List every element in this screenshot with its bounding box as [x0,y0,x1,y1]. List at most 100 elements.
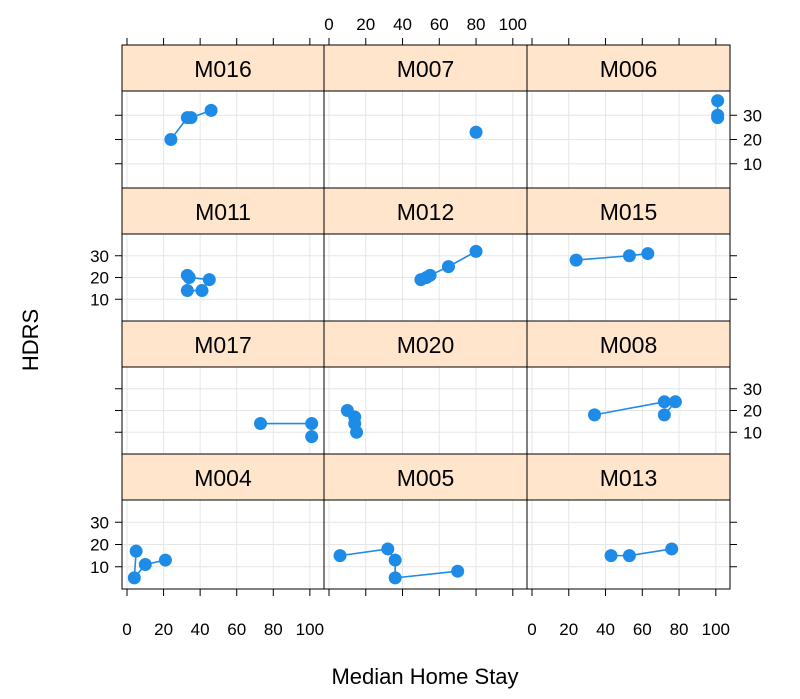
panel-m012: M012 [323,187,528,322]
data-point [182,271,196,284]
y-tick-label-left: 10 [90,558,109,577]
panel-m005: M005 [323,453,528,590]
data-point [350,425,364,439]
data-point [668,395,682,409]
strip-label: M017 [194,332,252,358]
y-tick-label-left: 30 [90,513,109,532]
data-point [158,553,172,567]
y-tick-label-left: 20 [90,536,109,555]
data-point [622,549,636,563]
data-point [253,417,267,431]
panel-m004: M004 [121,453,325,590]
series-line [260,422,313,437]
x-tick-label-bottom: 40 [191,620,210,639]
x-tick-label-bottom: 100 [702,620,730,639]
x-tick-label-top: 40 [393,15,412,34]
data-point [423,268,437,282]
strip-label: M015 [600,199,658,225]
y-tick-label-right: 10 [743,155,762,174]
data-point [195,284,209,298]
x-tick-label-bottom: 80 [670,620,689,639]
strip-label: M016 [194,56,252,82]
data-point [129,544,143,558]
panel-m008: M008 [526,320,731,455]
x-tick-label-top: 60 [430,15,449,34]
x-tick-label-bottom: 100 [296,620,324,639]
x-tick-label-bottom: 0 [122,620,131,639]
data-point [622,249,636,263]
strip-background [122,45,324,91]
x-axis-title: Median Home Stay [331,664,518,689]
y-tick-label-left: 30 [90,247,109,266]
x-tick-label-top: 0 [324,15,333,34]
strip-background [527,454,730,500]
y-tick-label-left: 20 [90,269,109,288]
panel-m015: M015 [526,187,731,322]
data-point [665,542,679,556]
y-tick-label-right: 10 [743,423,762,442]
x-tick-label-top: 100 [499,15,527,34]
y-tick-label-right: 30 [743,380,762,399]
y-tick-label-left: 10 [90,290,109,309]
data-point [587,408,601,422]
x-tick-label-bottom: 60 [633,620,652,639]
strip-label: M011 [195,199,251,225]
y-axis-title: HDRS [18,309,43,371]
y-tick-label-right: 20 [743,131,762,150]
data-point [202,273,216,287]
x-tick-label-bottom: 20 [559,620,578,639]
strip-background [324,45,527,91]
data-point [604,549,618,563]
strip-label: M004 [194,465,252,491]
strip-background [527,188,730,234]
strip-background [324,454,527,500]
strip-background [527,45,730,91]
strip-label: M008 [600,332,658,358]
strip-label: M006 [600,56,658,82]
x-tick-label-bottom: 20 [154,620,173,639]
data-point [305,430,319,444]
strip-background [122,454,324,500]
data-point [469,125,483,139]
data-point [641,247,655,261]
strip-label: M007 [397,56,455,82]
panel-m006: M006 [526,44,731,189]
ticks-layer: 0 20 40 60 80 100 0 20 40 60 80 100 0 20 40 60 80 100 10 20… [90,15,762,639]
data-point [711,111,725,125]
data-point [388,553,402,567]
panel-m007: M007 [323,44,528,189]
x-tick-label-bottom: 80 [264,620,283,639]
series-line [611,548,672,557]
x-tick-label-top: 80 [467,15,486,34]
data-point [441,260,455,274]
data-point [451,564,465,578]
data-point [184,111,198,125]
strip-background [122,321,324,367]
data-point [381,542,395,556]
data-point [164,133,178,146]
x-tick-label-bottom: 40 [596,620,615,639]
data-point [388,571,402,585]
strip-label: M012 [397,199,455,225]
strip-label: M013 [600,465,658,491]
panel-m011: M011 [121,187,325,322]
panel-m020: M020 [323,320,528,455]
data-point [127,571,141,585]
data-point [180,284,194,298]
data-point [657,408,671,422]
y-tick-label-right: 20 [743,402,762,421]
strip-background [122,188,324,234]
data-point [138,558,152,572]
panel-m016: M016 [121,44,325,189]
panel-m013: M013 [526,453,731,590]
strip-background [324,188,527,234]
data-point [333,549,347,563]
series-line [576,252,648,261]
panels-layer: M016 M007 M006 M011 M012 M015 M017 M020 M008 M004… [121,44,731,590]
data-point [569,253,583,267]
y-tick-label-right: 30 [743,106,762,125]
panel-m017: M017 [121,320,325,455]
data-point [305,417,319,431]
x-tick-label-top: 20 [356,15,375,34]
